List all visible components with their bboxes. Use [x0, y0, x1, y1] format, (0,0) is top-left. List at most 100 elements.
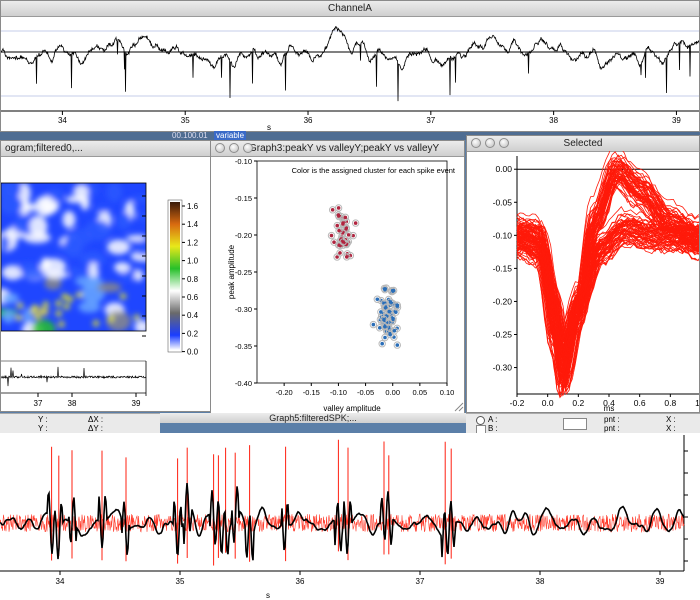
scatter-point — [395, 303, 400, 307]
colorbar-tick-label: 1.0 — [187, 257, 199, 266]
cursor-info-left: Y : Y : ΔX : ΔY : — [0, 413, 160, 435]
colorbar-tick-label: 0.0 — [187, 348, 199, 357]
heatmap-blob — [107, 239, 131, 255]
heatmap-blob — [74, 185, 89, 200]
waveform-trace — [516, 223, 699, 342]
zoom-button[interactable] — [499, 138, 509, 148]
scatter-point-halo — [389, 286, 398, 295]
scatter-point — [344, 226, 349, 230]
heatmap-blob — [134, 320, 146, 331]
cursor-a-circle[interactable] — [476, 416, 485, 425]
waveform-trace — [516, 226, 699, 349]
x-tick-label: 1.0 — [695, 398, 700, 408]
scatter-point-halo — [381, 285, 389, 294]
y-tick-label: -0.20 — [493, 296, 513, 306]
x-tick-label: 0.4 — [603, 398, 615, 408]
scatter-point — [341, 240, 345, 244]
scatter-point — [336, 206, 341, 210]
x-tick-label: 0.8 — [664, 398, 676, 408]
scatter-point — [343, 215, 348, 220]
graph5-titlebar[interactable]: Graph5:filteredSPK;... — [160, 413, 466, 423]
colorbar-ticks: 1.6 1.4 1.2 1.0 0.8 0.6 0.4 0.2 0.0 — [182, 202, 199, 357]
scatter-point-halo — [343, 253, 351, 261]
scatter-ylabel: peak amplitude — [227, 244, 236, 299]
x-tick-label: 36 — [304, 116, 313, 125]
heatmap-blob — [44, 276, 62, 290]
heatmap-hotspot — [15, 314, 22, 321]
scatter-point-halo — [380, 315, 388, 324]
spectrogram-titlebar[interactable]: ogram;filtered0,... — [1, 141, 211, 157]
x-tick-label: -0.05 — [357, 388, 374, 397]
spectrogram-x-ticks: 37 38 39 — [34, 393, 141, 408]
scatter-point-halo — [381, 323, 389, 331]
scatter-point-halo — [339, 238, 347, 246]
heatmap-hotspot — [30, 306, 37, 313]
resize-handle[interactable] — [454, 402, 464, 412]
heatmap-blob — [2, 292, 19, 304]
waveform-trace — [516, 229, 699, 351]
x-tick-label: 35 — [176, 577, 185, 586]
selected-window: Selected 0.00 -0.05 -0.10 -0.15 -0.20 -0.25 -0… — [466, 135, 700, 413]
scatter-point-halo — [376, 324, 384, 332]
heatmap-blob — [78, 301, 101, 313]
heatmap-blob — [69, 266, 79, 280]
scatter-point-halo — [373, 295, 381, 303]
heatmap-blob — [43, 270, 69, 279]
scatter-point-halo — [390, 327, 399, 335]
y-tick-label: -0.30 — [493, 363, 513, 373]
x-tick-label: -0.15 — [303, 388, 320, 397]
heatmap-blob — [84, 219, 112, 241]
scatter-point — [383, 324, 387, 329]
zoom-button[interactable] — [243, 143, 253, 153]
scatter-point — [375, 297, 380, 302]
graph5-window: 34 35 36 37 38 39 s — [0, 433, 700, 600]
selected-titlebar[interactable]: Selected — [467, 136, 699, 152]
scatter-point — [377, 326, 382, 330]
heatmap-blob — [75, 276, 104, 287]
heatmap-blob — [1, 195, 24, 215]
waveform-xlabel: ms — [604, 404, 615, 413]
heatmap-hotspot — [55, 300, 62, 307]
scatter-annotation: Color is the assigned cluster for each s… — [292, 166, 456, 175]
graph3-titlebar[interactable]: Graph3:peakY vs valleyY;peakY vs valleyY — [211, 141, 464, 157]
background-strip: 00.100.01 variable — [0, 131, 700, 140]
scatter-point — [336, 213, 341, 217]
scatter-point-halo — [386, 298, 395, 306]
colorbar-tick-label: 0.8 — [187, 275, 199, 284]
colorbar-tick-label: 1.6 — [187, 202, 199, 211]
y-tick-label: -0.05 — [493, 197, 513, 207]
close-button[interactable] — [215, 143, 225, 153]
scatter-point-halo — [327, 231, 336, 240]
minimize-button[interactable] — [485, 138, 495, 148]
channela-chart: 34 35 36 37 38 39 s — [1, 25, 699, 131]
scatter-point — [391, 316, 395, 321]
y-tick-label: -0.10 — [493, 230, 513, 240]
heatmap-blob — [135, 213, 146, 221]
info-x2: X : — [666, 424, 676, 433]
y-tick-label: -0.25 — [235, 268, 252, 277]
heatmap-blob — [97, 282, 122, 293]
scatter-point — [382, 317, 386, 322]
heatmap-hotspot — [133, 314, 140, 321]
scatter-xlabel: valley amplitude — [323, 404, 381, 413]
heatmap-blob — [129, 195, 146, 203]
heatmap-blob — [93, 205, 111, 213]
x-tick-label: 0.0 — [542, 398, 554, 408]
x-tick-label: -0.10 — [330, 388, 347, 397]
scatter-point — [383, 287, 387, 292]
close-button[interactable] — [471, 138, 481, 148]
heatmap-blob — [1, 183, 14, 199]
x-tick-label: 37 — [416, 577, 425, 586]
scatter-point-halo — [339, 219, 347, 227]
channela-titlebar[interactable]: ChannelA — [1, 1, 699, 17]
heatmap-blob — [29, 215, 48, 238]
slider-control[interactable] — [563, 418, 587, 430]
minimize-button[interactable] — [229, 143, 239, 153]
heatmap-blob — [88, 260, 98, 281]
waveform-trace — [516, 231, 699, 350]
x-tick-label: 0.05 — [413, 388, 428, 397]
heatmap-blob — [114, 262, 130, 273]
y-tick-label: -0.10 — [235, 157, 252, 166]
scatter-point — [387, 309, 392, 314]
x-tick-label: -0.2 — [510, 398, 525, 408]
